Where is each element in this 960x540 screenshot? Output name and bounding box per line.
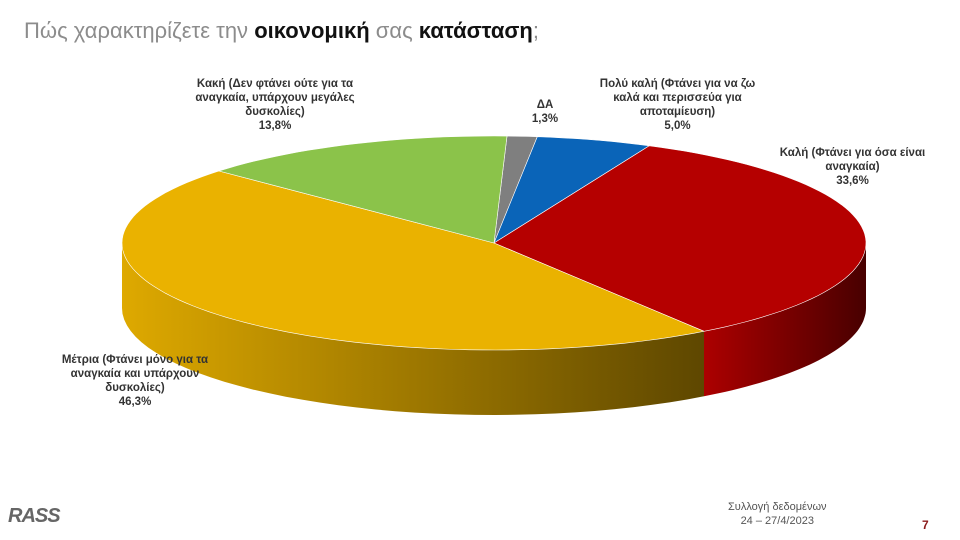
label-value: 5,0%	[664, 120, 691, 132]
label-text: Κακή (Δεν φτάνει ούτε για τα αναγκαία, υ…	[195, 78, 355, 118]
label-very-good: Πολύ καλή (Φτάνει για να ζω καλά και περ…	[590, 77, 765, 133]
label-value: 33,6%	[836, 175, 869, 187]
data-collection-note: Συλλογή δεδομένων 24 – 27/4/2023	[728, 500, 827, 528]
title-text: ;	[532, 18, 539, 43]
source-line: Συλλογή δεδομένων	[728, 501, 827, 513]
page-number: 7	[922, 518, 929, 532]
label-bad: Κακή (Δεν φτάνει ούτε για τα αναγκαία, υ…	[190, 77, 360, 133]
label-text: Πολύ καλή (Φτάνει για να ζω καλά και περ…	[599, 78, 756, 118]
label-text: ΔΑ	[536, 99, 554, 111]
label-text: Μέτρια (Φτάνει μόνο για τα αναγκαία και …	[61, 354, 209, 394]
pie-slice-4	[217, 135, 508, 244]
label-good: Καλή (Φτάνει για όσα είναι αναγκαία) 33,6…	[760, 146, 945, 188]
pie-slice-2	[493, 145, 867, 332]
label-text: Καλή (Φτάνει για όσα είναι αναγκαία)	[779, 147, 926, 173]
label-value: 1,3%	[531, 113, 559, 125]
label-moderate: Μέτρια (Φτάνει μόνο για τα αναγκαία και …	[40, 353, 230, 409]
pie-side-2	[704, 243, 866, 397]
title-text: σας	[369, 18, 419, 43]
pie-slice-1	[493, 136, 651, 244]
page-title: Πώς χαρακτηρίζετε την οικονομική σας κατ…	[24, 18, 539, 44]
title-bold: κατάσταση	[418, 18, 533, 43]
title-bold: οικονομική	[254, 18, 370, 43]
pie-side-3	[122, 243, 704, 415]
label-value: 13,8%	[258, 120, 292, 132]
source-date: 24 – 27/4/2023	[740, 515, 814, 527]
title-text: Πώς χαρακτηρίζετε την	[24, 18, 255, 43]
pie-slice-3	[121, 170, 706, 351]
label-na: ΔΑ 1,3%	[515, 98, 575, 126]
label-value: 46,3%	[118, 396, 152, 408]
rass-logo: RASS	[8, 505, 61, 527]
